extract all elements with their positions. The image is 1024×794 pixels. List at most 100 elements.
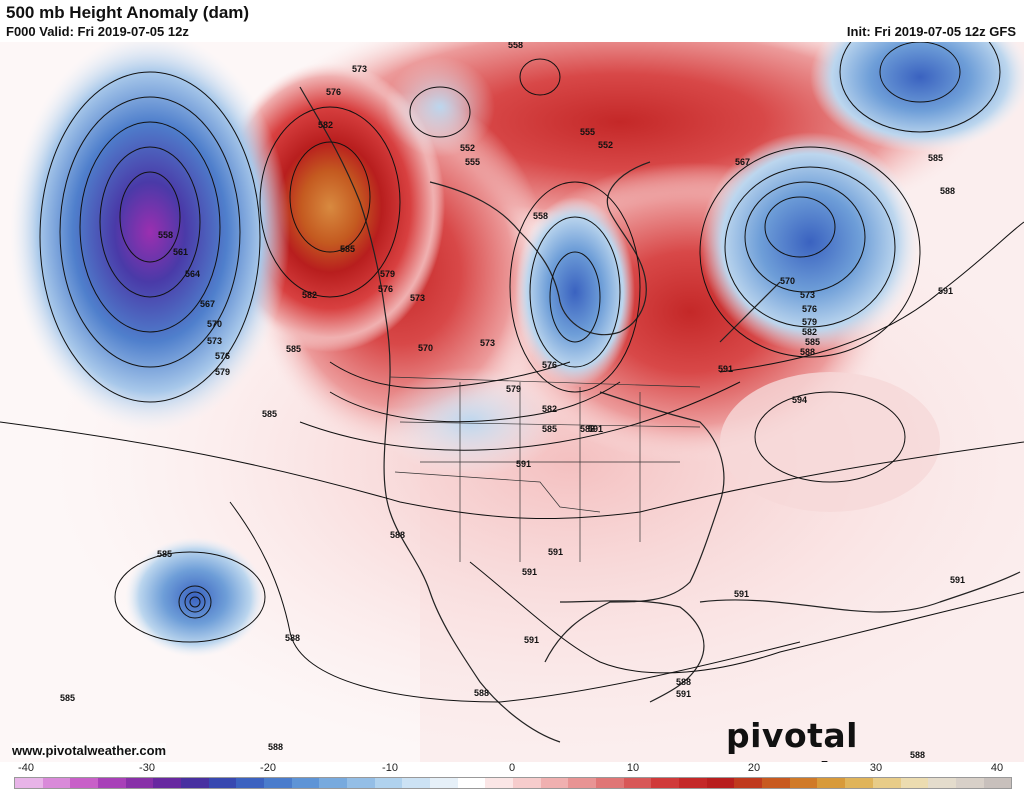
west-coast-line [299, 86, 561, 743]
contour-label: 558 [533, 211, 548, 221]
contour-label: 588 [940, 186, 955, 196]
colorbar-segment [596, 778, 624, 788]
contour-label: 591 [950, 575, 965, 585]
colorbar-tick: -40 [18, 762, 34, 774]
contour-label: 573 [410, 293, 425, 303]
colorbar-segment [623, 778, 652, 788]
us-canada-border [389, 376, 701, 388]
contour-label: 591 [718, 364, 733, 374]
colorbar-segment [983, 778, 1012, 788]
map-title: 500 mb Height Anomaly (dam) [6, 3, 250, 22]
contour-label: 594 [792, 395, 807, 405]
height-contours [0, 42, 1024, 703]
colorbar-tick: -20 [260, 762, 276, 774]
contour-label: 579 [802, 317, 817, 327]
colorbar-segment [817, 778, 846, 788]
contour-label: 576 [378, 284, 393, 294]
contour-label: 567 [200, 299, 215, 309]
contour-beaufort [409, 86, 471, 138]
contour-label: 585 [286, 344, 301, 354]
pacific-low-shading [10, 42, 290, 432]
contour-label: 588 [580, 424, 595, 434]
contour-pacific-1 [119, 171, 181, 263]
contour-label: 576 [542, 360, 557, 370]
header: 500 mb Height Anomaly (dam) F000 Valid: … [0, 0, 1024, 42]
colorbar-segment [319, 778, 348, 788]
caribbean-line [699, 571, 1021, 613]
contour-label: 591 [516, 459, 531, 469]
contour-label: 585 [340, 244, 355, 254]
greenland-low-shading [810, 42, 1024, 152]
colorbar-segment [900, 778, 929, 788]
colorbar-segment [125, 778, 154, 788]
contour-tropical-3 [178, 585, 212, 619]
contour-588-north [0, 421, 1024, 520]
contour-label: 588 [676, 677, 691, 687]
contour-label: 588 [910, 750, 925, 760]
contour-label: 588 [268, 742, 283, 752]
colorbar-segment [457, 778, 486, 788]
contour-label: 591 [676, 689, 691, 699]
colorbar-segment [291, 778, 320, 788]
contour-label: 573 [207, 336, 222, 346]
colorbar-segment [955, 778, 984, 788]
contour-label: 570 [418, 343, 433, 353]
contour-hudson-2 [529, 216, 621, 368]
contour-label: 591 [734, 589, 749, 599]
contour-label: 585 [157, 549, 172, 559]
website-url: www.pivotalweather.com [12, 743, 167, 758]
contour-label-group: 558 552 555 552 555 558 573 576 582 585 … [60, 42, 965, 760]
contour-label: 555 [580, 127, 595, 137]
colorbar-segment [70, 778, 99, 788]
contour-pacific-4 [59, 96, 241, 368]
contour-594 [754, 391, 906, 483]
map-svg: 558 552 555 552 555 558 573 576 582 585 … [0, 42, 1024, 762]
contour-hudson-3 [509, 181, 641, 393]
contour-label: 579 [380, 269, 395, 279]
contour-label: 555 [465, 157, 480, 167]
contour-label: 579 [506, 384, 521, 394]
init-time: Init: Fri 2019-07-05 12z GFS [846, 24, 1016, 39]
contour-label: 573 [352, 64, 367, 74]
colorbar-tick: 0 [508, 762, 516, 774]
north-atlantic-low-shading [700, 132, 920, 352]
contour-label: 561 [173, 247, 188, 257]
contour-591-south [469, 561, 1024, 674]
contour-tropical-585 [114, 551, 266, 643]
contour-pacific-2 [99, 146, 201, 298]
contour-label: 576 [802, 304, 817, 314]
colorbar-segment [513, 778, 541, 788]
anomaly-map: 558 552 555 552 555 558 573 576 582 585 … [0, 42, 1024, 762]
colorbar-segment [568, 778, 597, 788]
colorbar-segment [789, 778, 818, 788]
colorbar-segment [845, 778, 873, 788]
contour-585 [299, 381, 741, 451]
colorbar-segment [402, 778, 431, 788]
contour-label: 582 [302, 290, 317, 300]
contour-alaska-2 [259, 106, 401, 298]
east-coast-line [544, 391, 725, 663]
northern-plains-shading [380, 367, 560, 477]
contour-atlantic-3 [724, 166, 896, 328]
colorbar-tick: 10 [626, 762, 640, 774]
contour-label: 564 [185, 269, 200, 279]
contour-label: 573 [800, 290, 815, 300]
colorbar-segment [762, 778, 790, 788]
colorbar-segment [181, 778, 209, 788]
contour-label: 585 [928, 153, 943, 163]
colorbar-segment [208, 778, 237, 788]
contour-label: 570 [207, 319, 222, 329]
contour-label: 588 [285, 633, 300, 643]
contour-tropical-2 [184, 591, 206, 613]
colorbar-tick: -30 [139, 762, 155, 774]
borders [389, 376, 701, 562]
colorbar-segment [928, 778, 956, 788]
colorbar-segment [15, 778, 43, 788]
contour-label: 576 [215, 351, 230, 361]
colorbar-segment [98, 778, 126, 788]
contour-label: 558 [158, 230, 173, 240]
colorbar-segment [42, 778, 71, 788]
colorbar-segment [153, 778, 182, 788]
contour-label: 582 [318, 120, 333, 130]
contour-label: 570 [780, 276, 795, 286]
